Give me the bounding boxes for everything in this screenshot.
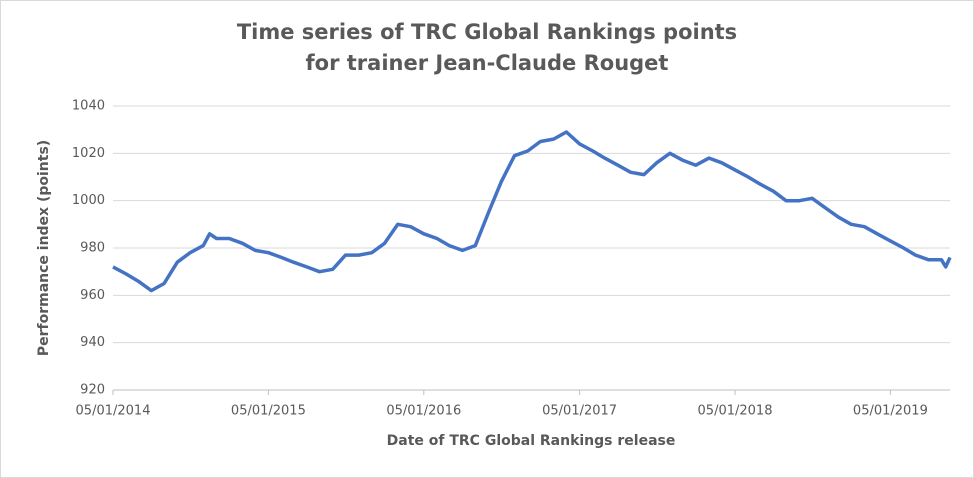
y-tick-label: 980: [80, 241, 105, 256]
y-tick-label: 920: [80, 383, 105, 398]
x-tick-label: 05/01/2016: [386, 404, 461, 419]
y-tick-label: 1000: [72, 193, 105, 208]
y-tick-label: 1020: [72, 146, 105, 161]
chart-title: for trainer Jean-Claude Rouget: [306, 51, 669, 75]
x-tick-label: 05/01/2018: [698, 404, 773, 419]
x-axis-title: Date of TRC Global Rankings release: [387, 433, 676, 449]
x-tick-label: 05/01/2014: [76, 404, 151, 419]
x-tick-label: 05/01/2019: [853, 404, 928, 419]
y-tick-label: 1040: [72, 99, 105, 114]
x-tick-label: 05/01/2017: [542, 404, 617, 419]
y-tick-label: 960: [80, 288, 105, 303]
y-axis-title: Performance index (points): [36, 140, 52, 356]
chart-title: Time series of TRC Global Rankings point…: [237, 20, 737, 44]
x-tick-label: 05/01/2015: [231, 404, 306, 419]
data-line: [112, 130, 952, 293]
y-tick-label: 940: [80, 335, 105, 350]
